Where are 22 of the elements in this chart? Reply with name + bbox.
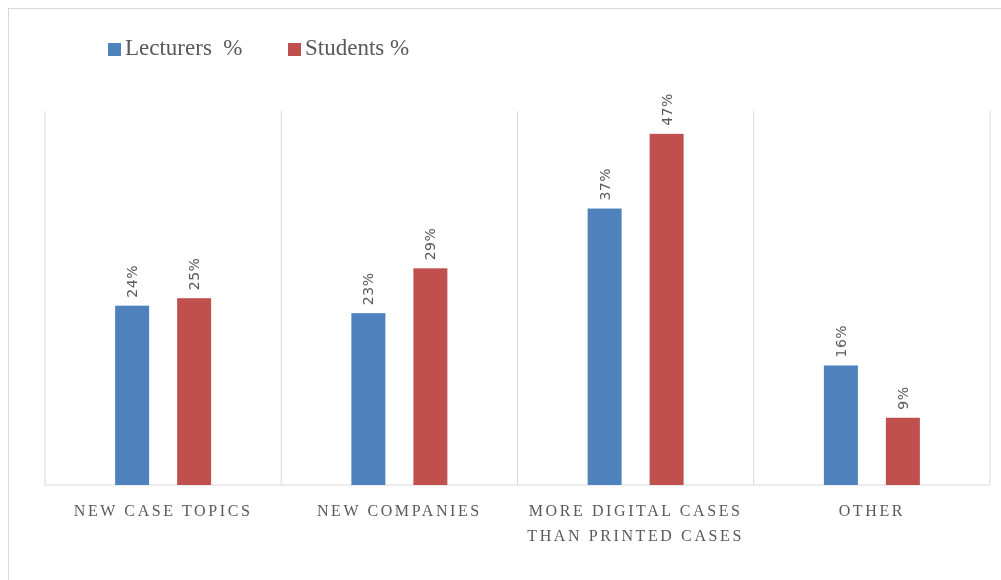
data-label: 16%	[832, 324, 849, 358]
bar	[823, 365, 858, 485]
x-tick-label: MORE DIGITAL CASES THAN PRINTED CASES	[527, 502, 744, 544]
data-label: 47%	[658, 93, 675, 126]
bar	[885, 417, 920, 485]
data-label: 23%	[360, 272, 377, 306]
x-tick-label: NEW COMPANIES	[316, 502, 482, 519]
data-label: 25%	[186, 257, 203, 291]
bar	[649, 133, 684, 485]
bar	[115, 305, 150, 485]
data-label: 24%	[124, 265, 141, 298]
x-tick-label: NEW CASE TOPICS	[73, 502, 253, 519]
data-label: 37%	[596, 167, 613, 201]
bar	[413, 268, 448, 485]
legend-label: Lecturers %	[125, 35, 243, 60]
bar	[177, 298, 212, 485]
data-label: 9%	[894, 386, 911, 410]
legend-label: Students %	[305, 35, 410, 60]
data-label: 29%	[422, 227, 439, 261]
x-tick-label: OTHER	[838, 502, 906, 519]
bar	[587, 208, 622, 485]
bar	[351, 313, 386, 485]
